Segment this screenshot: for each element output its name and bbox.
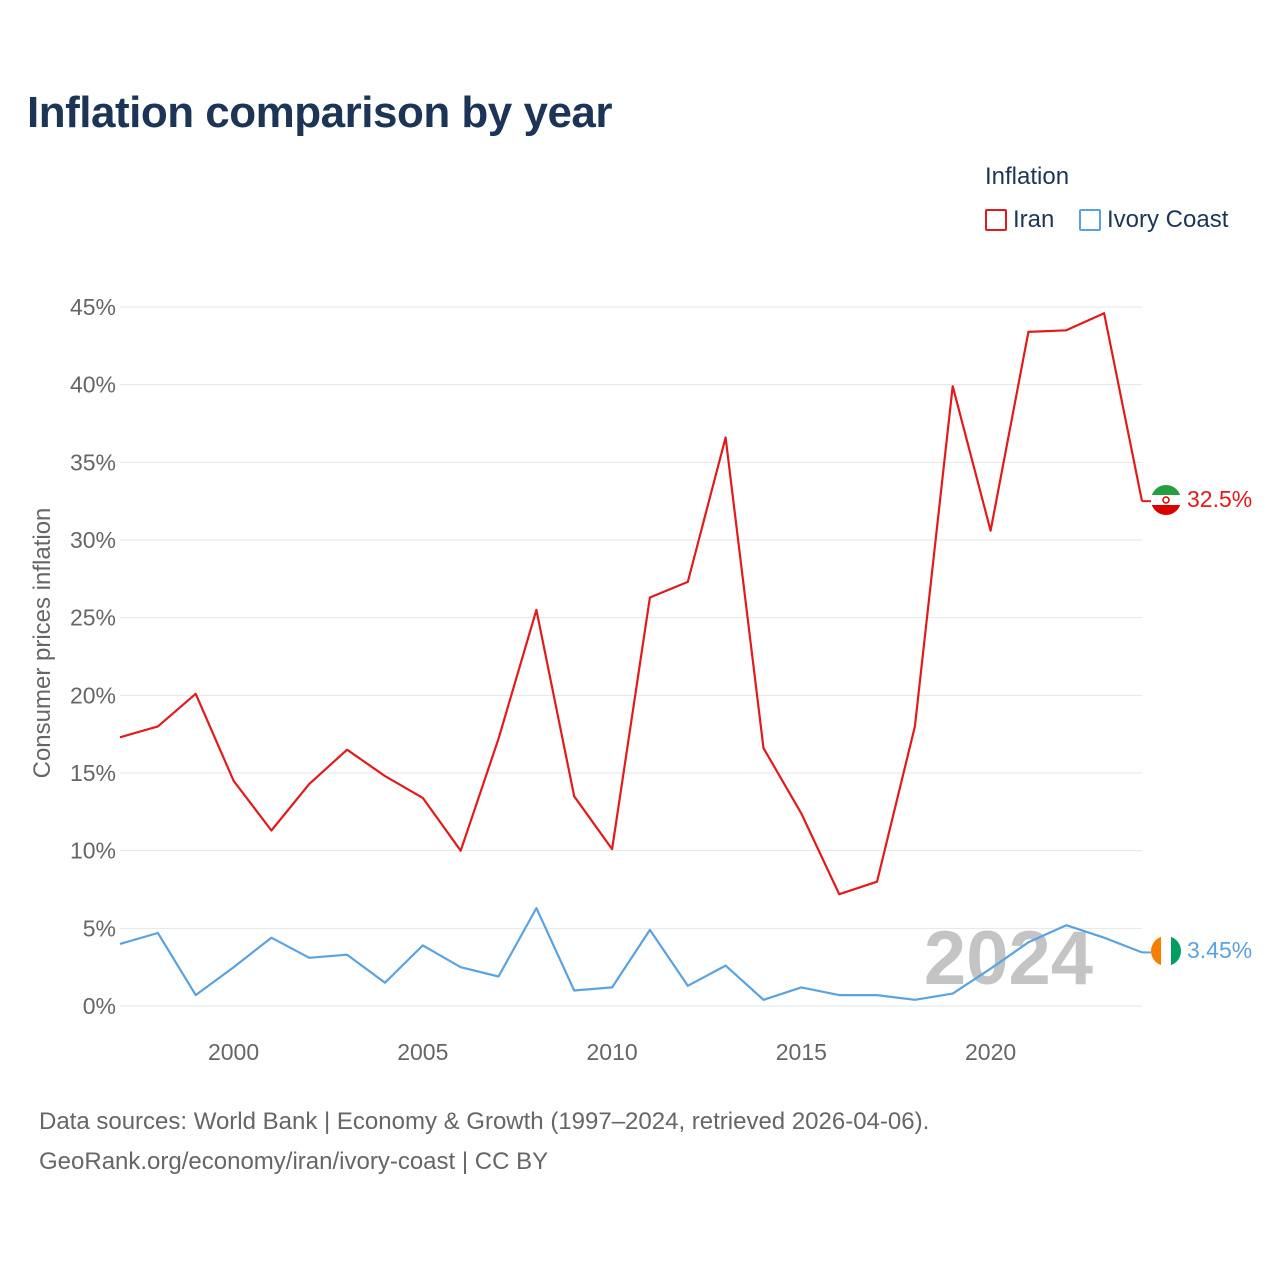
end-label-iran: 32.5% xyxy=(1187,486,1252,512)
y-axis-ticks: 0% 5% 10% 15% 20% 25% 30% 35% 40% 45% xyxy=(70,294,116,1019)
y-tick-label: 10% xyxy=(70,838,116,864)
y-tick-label: 20% xyxy=(70,682,116,708)
footer-sources: Data sources: World Bank | Economy & Gro… xyxy=(39,1108,930,1135)
footer-link[interactable]: GeoRank.org/economy/iran/ivory-coast | C… xyxy=(39,1148,549,1175)
x-tick-label: 2000 xyxy=(208,1039,259,1065)
y-tick-label: 45% xyxy=(70,294,116,320)
y-tick-label: 30% xyxy=(70,527,116,553)
x-tick-label: 2020 xyxy=(965,1039,1016,1065)
y-tick-label: 5% xyxy=(83,915,116,941)
y-tick-label: 15% xyxy=(70,760,116,786)
iran-flag xyxy=(1151,485,1181,515)
x-tick-label: 2010 xyxy=(586,1039,637,1065)
y-tick-label: 25% xyxy=(70,605,116,631)
legend-label-ivory-coast: Ivory Coast xyxy=(1107,206,1229,233)
x-tick-label: 2005 xyxy=(397,1039,448,1065)
grid-lines xyxy=(120,306,1142,1007)
legend-label-iran: Iran xyxy=(1013,206,1055,233)
legend-swatch-ivory-coast xyxy=(1079,209,1101,231)
y-tick-label: 35% xyxy=(70,449,116,475)
series-line-ivory-coast[interactable] xyxy=(119,906,1143,1001)
year-watermark: 2024 xyxy=(924,916,1093,1001)
series-lines xyxy=(119,312,1151,1001)
x-tick-label: 2015 xyxy=(776,1039,827,1065)
y-axis-label: Consumer prices inflation xyxy=(29,508,56,779)
legend-swatch-iran xyxy=(985,209,1007,231)
y-tick-label: 0% xyxy=(83,993,116,1019)
x-axis-ticks: 2000 2005 2010 2015 2020 xyxy=(208,1039,1016,1065)
chart-title: Inflation comparison by year xyxy=(27,88,613,137)
legend-title: Inflation xyxy=(985,163,1070,190)
legend-item-iran[interactable]: Iran xyxy=(985,205,1054,235)
legend-item-ivory-coast[interactable]: Ivory Coast xyxy=(1079,205,1228,235)
y-tick-label: 40% xyxy=(70,372,116,398)
series-line-iran[interactable] xyxy=(119,312,1144,896)
ivory-coast-flag xyxy=(1151,936,1181,966)
end-label-ivory-coast: 3.45% xyxy=(1187,937,1252,963)
